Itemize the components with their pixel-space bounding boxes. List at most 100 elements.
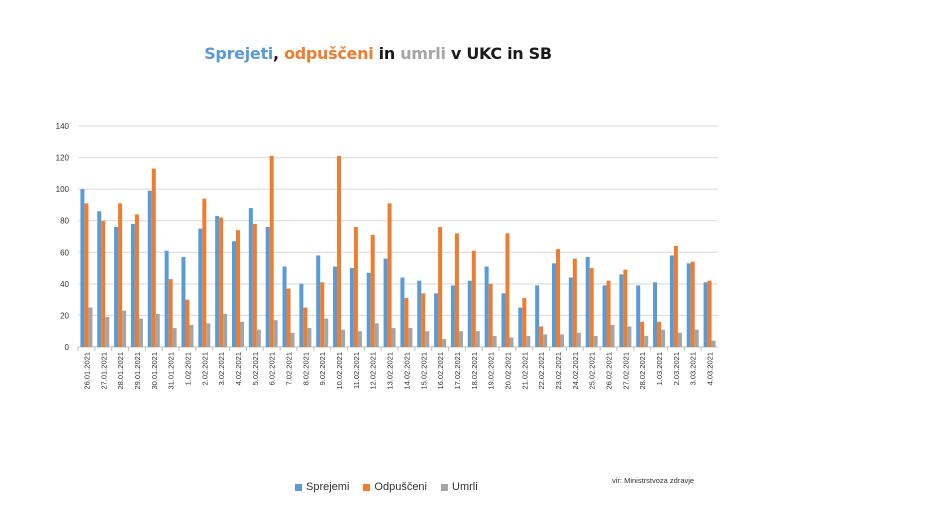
bar-sprejemi bbox=[349, 268, 354, 347]
bar-odpuščeni bbox=[101, 220, 106, 347]
legend-item: Odpuščeni bbox=[363, 481, 427, 493]
x-tick-label: 21.02.2021 bbox=[520, 352, 529, 390]
bar-umrli bbox=[172, 328, 177, 347]
bar-sprejemi bbox=[703, 282, 708, 347]
bar-umrli bbox=[307, 328, 312, 347]
bar-sprejemi bbox=[501, 293, 506, 347]
bar-odpuščeni bbox=[219, 217, 224, 347]
bar-sprejemi bbox=[232, 241, 236, 347]
bar-odpuščeni bbox=[421, 293, 426, 347]
x-tick-label: 27.01.2021 bbox=[99, 352, 108, 390]
x-tick-label: 19.02.2021 bbox=[487, 352, 496, 390]
x-tick-label: 24.02.2021 bbox=[571, 352, 580, 390]
bar-sprejemi bbox=[518, 307, 523, 347]
x-tick-label: 11.02.2021 bbox=[352, 352, 361, 389]
bar-odpuščeni bbox=[185, 299, 190, 347]
x-tick-label: 26.02.2021 bbox=[605, 352, 614, 390]
legend-swatch bbox=[363, 483, 371, 491]
x-tick-label: 4.03.2021 bbox=[706, 352, 715, 385]
title-part: v UKC in SB bbox=[445, 44, 552, 63]
bar-umrli bbox=[88, 307, 93, 347]
bar-umrli bbox=[458, 331, 463, 347]
bar-umrli bbox=[644, 335, 649, 347]
x-tick-label: 26.01.2021 bbox=[82, 352, 91, 390]
bar-odpuščeni bbox=[505, 233, 510, 347]
bar-odpuščeni bbox=[404, 298, 409, 347]
bar-sprejemi bbox=[147, 190, 152, 347]
bar-sprejemi bbox=[248, 208, 253, 347]
bar-odpuščeni bbox=[657, 321, 662, 347]
y-tick-label: 60 bbox=[60, 248, 69, 257]
y-tick-label: 0 bbox=[65, 343, 70, 352]
y-tick-label: 120 bbox=[56, 154, 70, 163]
bar-sprejemi bbox=[669, 255, 674, 347]
bar-sprejemi bbox=[383, 258, 388, 347]
bar-odpuščeni bbox=[539, 326, 544, 347]
x-tick-label: 10.02.2021 bbox=[335, 352, 344, 390]
bar-odpuščeni bbox=[707, 280, 712, 347]
bar-sprejemi bbox=[602, 285, 607, 347]
legend-item: Umrli bbox=[441, 481, 478, 493]
bar-sprejemi bbox=[316, 255, 321, 347]
x-tick-label: 29.01.2021 bbox=[133, 352, 142, 390]
x-tick-label: 30.01.2021 bbox=[150, 352, 159, 390]
bar-umrli bbox=[661, 329, 666, 347]
legend-item: Sprejemi bbox=[295, 481, 349, 493]
bar-odpuščeni bbox=[471, 250, 476, 347]
bar-odpuščeni bbox=[438, 227, 443, 347]
legend: Sprejemi Odpuščeni Umrli bbox=[295, 481, 478, 493]
x-tick-label: 18.02.2021 bbox=[470, 352, 479, 390]
y-tick-label: 40 bbox=[60, 280, 69, 289]
bar-sprejemi bbox=[282, 266, 287, 347]
bar-odpuščeni bbox=[454, 233, 459, 347]
bar-odpuščeni bbox=[673, 245, 678, 347]
x-tick-label: 16.02.2021 bbox=[436, 352, 445, 390]
bar-umrli bbox=[138, 318, 143, 347]
bar-odpuščeni bbox=[623, 269, 628, 347]
bar-umrli bbox=[391, 328, 396, 347]
bar-sprejemi bbox=[434, 293, 439, 347]
bar-umrli bbox=[694, 329, 699, 347]
bar-odpuščeni bbox=[522, 298, 527, 347]
title-part: odpuščeni bbox=[284, 44, 374, 63]
bar-sprejemi bbox=[653, 282, 658, 347]
bar-umrli bbox=[509, 337, 514, 347]
bar-odpuščeni bbox=[134, 214, 139, 347]
bar-umrli bbox=[357, 331, 362, 347]
bar-umrli bbox=[223, 313, 228, 347]
x-tick-label: 28.02.2021 bbox=[638, 352, 647, 390]
x-tick-label: 2.02.2021 bbox=[200, 352, 209, 385]
bar-odpuščeni bbox=[589, 268, 594, 347]
bar-umrli bbox=[526, 335, 531, 347]
x-tick-label: 6.02.2021 bbox=[268, 352, 277, 385]
bar-umrli bbox=[677, 332, 682, 347]
bar-umrli bbox=[610, 324, 615, 347]
bar-odpuščeni bbox=[556, 249, 560, 347]
bar-odpuščeni bbox=[572, 258, 577, 347]
bar-umrli bbox=[273, 320, 278, 347]
x-tick-label: 2.03.2021 bbox=[672, 352, 681, 385]
y-tick-label: 100 bbox=[56, 185, 70, 194]
title-part: in bbox=[373, 44, 401, 63]
bar-sprejemi bbox=[552, 263, 556, 347]
y-tick-label: 80 bbox=[60, 217, 69, 226]
bar-sprejemi bbox=[467, 280, 472, 347]
y-tick-label: 20 bbox=[60, 311, 69, 320]
bar-sprejemi bbox=[164, 250, 169, 347]
bar-odpuščeni bbox=[640, 321, 645, 347]
bar-sprejemi bbox=[265, 227, 270, 347]
legend-label: Odpuščeni bbox=[374, 481, 427, 493]
bar-odpuščeni bbox=[353, 227, 358, 347]
bar-umrli bbox=[324, 318, 329, 347]
bar-sprejemi bbox=[686, 263, 691, 347]
bar-sprejemi bbox=[450, 285, 455, 347]
x-tick-label: 15.02.2021 bbox=[419, 352, 428, 390]
bar-sprejemi bbox=[181, 257, 186, 347]
legend-swatch bbox=[441, 483, 448, 491]
bar-odpuščeni bbox=[387, 203, 392, 347]
x-tick-label: 25.02.2021 bbox=[588, 352, 597, 390]
bar-umrli bbox=[408, 328, 413, 347]
bar-sprejemi bbox=[484, 266, 489, 347]
bar-sprejemi bbox=[130, 223, 135, 347]
